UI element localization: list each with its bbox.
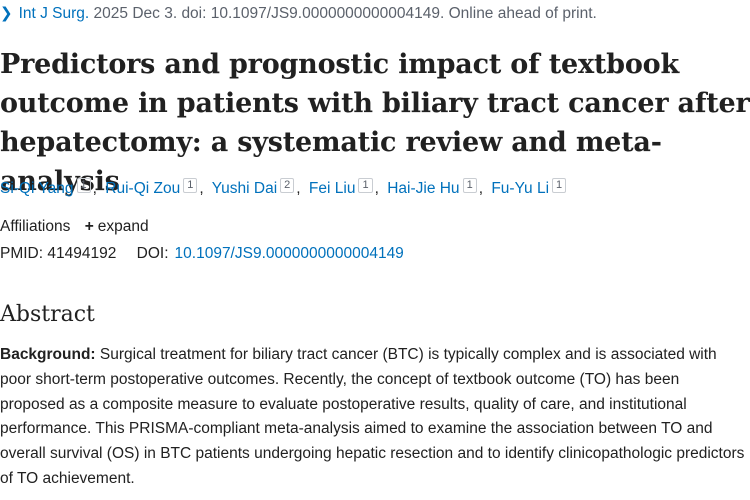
chevron-right-icon[interactable]: ❯ xyxy=(0,5,13,22)
affiliation-ref[interactable]: 1 xyxy=(76,178,91,193)
affiliation-ref[interactable]: 2 xyxy=(280,178,295,193)
separator: , xyxy=(374,180,379,197)
doi-link[interactable]: 10.1097/JS9.0000000000004149 xyxy=(174,245,404,262)
citation-line: ❯ Int J Surg. 2025 Dec 3. doi: 10.1097/JS… xyxy=(0,3,597,25)
authors-list: Si-Qi Yang 1, Rui-Qi Zou 1, Yushi Dai 2, Fe… xyxy=(0,178,568,200)
separator: , xyxy=(199,180,204,197)
background-label: Background: xyxy=(0,346,96,363)
affiliations-label: Affiliations xyxy=(0,218,71,235)
abstract-background: Background: Surgical treatment for bilia… xyxy=(0,343,748,492)
separator: , xyxy=(478,180,483,197)
affiliations-row: Affiliations + expand xyxy=(0,216,149,238)
citation-details: 2025 Dec 3. doi: 10.1097/JS9.00000000000… xyxy=(93,5,597,22)
article-title: Predictors and prognostic impact of text… xyxy=(0,49,750,197)
separator: , xyxy=(92,180,97,197)
affiliation-ref[interactable]: 1 xyxy=(462,178,477,193)
affiliation-ref[interactable]: 1 xyxy=(552,178,567,193)
affiliation-ref[interactable]: 1 xyxy=(183,178,198,193)
journal-link[interactable]: Int J Surg. xyxy=(18,5,90,22)
author-link[interactable]: Hai-Jie Hu xyxy=(387,180,460,197)
doi-label: DOI: xyxy=(136,245,169,262)
identifiers-row: PMID: 41494192 DOI: 10.1097/JS9.000000000… xyxy=(0,243,404,265)
separator: , xyxy=(296,180,301,197)
abstract-heading: Abstract xyxy=(0,302,95,327)
affiliation-ref[interactable]: 1 xyxy=(358,178,373,193)
author-link[interactable]: Yushi Dai xyxy=(211,180,278,197)
background-text: Surgical treatment for biliary tract can… xyxy=(0,346,745,487)
author-link[interactable]: Si-Qi Yang xyxy=(0,180,74,197)
author-link[interactable]: Rui-Qi Zou xyxy=(105,180,181,197)
plus-icon: + xyxy=(84,218,94,235)
expand-label: expand xyxy=(97,218,149,235)
pmid-value: 41494192 xyxy=(47,245,117,262)
author-link[interactable]: Fei Liu xyxy=(308,180,356,197)
author-link[interactable]: Fu-Yu Li xyxy=(491,180,550,197)
expand-affiliations-button[interactable]: + expand xyxy=(85,218,149,235)
pmid-label: PMID: xyxy=(0,245,44,262)
